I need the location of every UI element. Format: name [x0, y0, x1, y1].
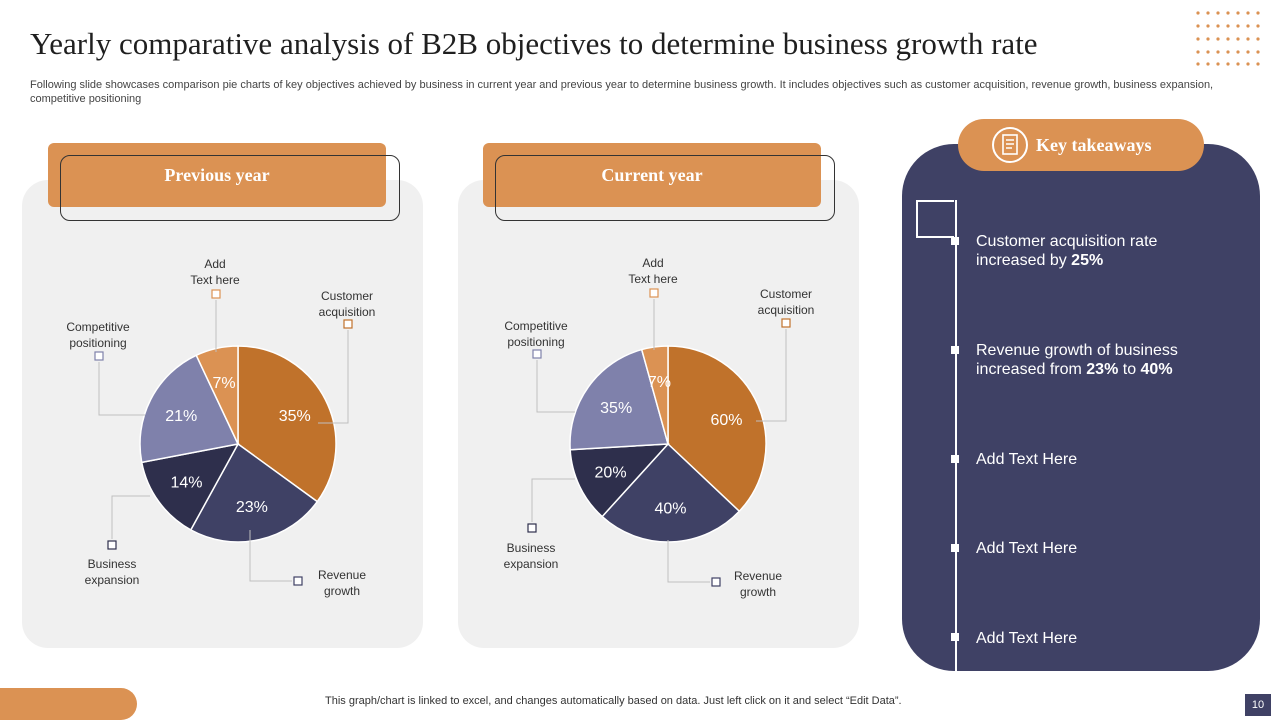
footer-accent-bar [0, 688, 137, 720]
timeline-dot [951, 633, 959, 641]
timeline-dot [951, 544, 959, 552]
takeaway-item: Customer acquisition rate increased by 2… [976, 233, 1158, 269]
timeline-line [955, 200, 957, 672]
key-takeaways-title: Key takeaways [1036, 134, 1152, 155]
takeaway-item: Revenue growth of business increased fro… [976, 342, 1178, 378]
takeaway-item: Add Text Here [976, 540, 1078, 557]
current-year-tab-outline [495, 155, 835, 221]
document-list-icon [992, 127, 1028, 163]
page-subtitle: Following slide showcases comparison pie… [30, 79, 1214, 105]
timeline-dot [951, 346, 959, 354]
timeline-dot [951, 237, 959, 245]
takeaway-item: Add Text Here [976, 630, 1078, 647]
current-year-tab: Current year [483, 143, 821, 207]
previous-year-tab-outline [60, 155, 400, 221]
key-takeaways-header: Key takeaways [958, 119, 1204, 171]
timeline-dot [951, 455, 959, 463]
decorative-dot-grid [1196, 11, 1260, 66]
page-number: 10 [1245, 694, 1271, 716]
key-takeaways-panel [902, 144, 1260, 671]
current-year-panel [458, 180, 859, 648]
footer-note: This graph/chart is linked to excel, and… [325, 695, 902, 707]
timeline-bracket [916, 200, 954, 238]
takeaway-item: Add Text Here [976, 451, 1078, 468]
previous-year-tab: Previous year [48, 143, 386, 207]
previous-year-panel [22, 180, 423, 648]
page-title: Yearly comparative analysis of B2B objec… [30, 26, 1038, 61]
